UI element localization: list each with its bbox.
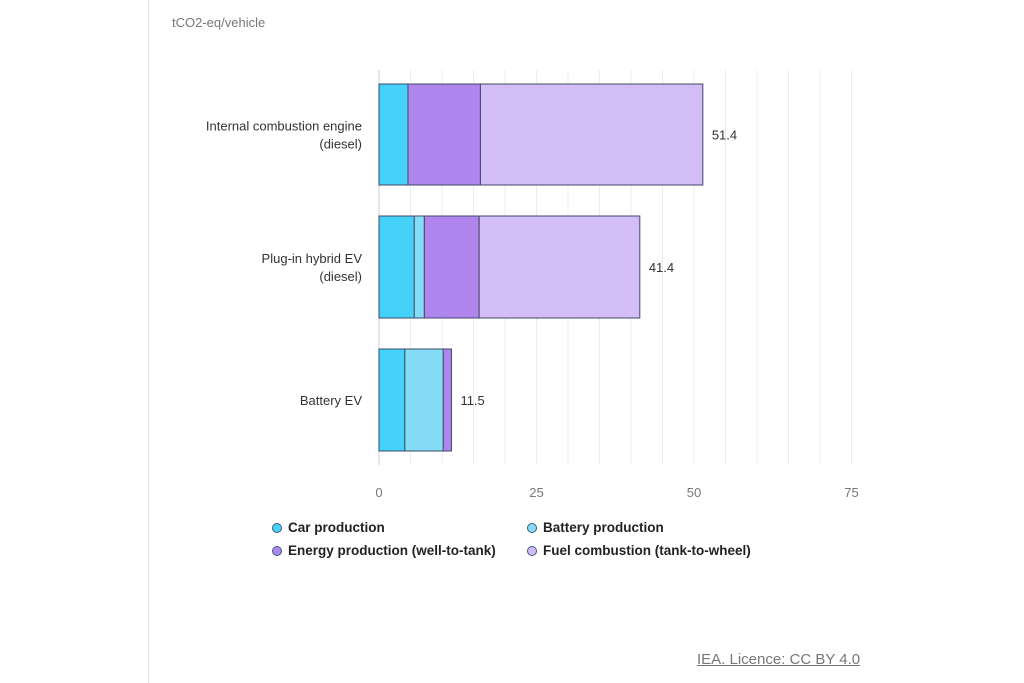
- category-label: (diesel): [319, 269, 362, 284]
- unit-label: tCO2-eq/vehicle: [172, 15, 266, 30]
- category-label: (diesel): [319, 137, 362, 152]
- legend-item[interactable]: Car production: [272, 520, 527, 535]
- bar-segment: [378, 348, 406, 452]
- category-label: Plug-in hybrid EV: [262, 251, 363, 266]
- legend-swatch-icon: [272, 545, 282, 556]
- bar-segment: [478, 215, 641, 319]
- x-tick-label: 75: [844, 485, 858, 500]
- legend-swatch-icon: [272, 522, 282, 533]
- bar-segment: [407, 83, 481, 186]
- x-tick-label: 25: [529, 485, 543, 500]
- legend-item[interactable]: Energy production (well-to-tank): [272, 543, 527, 558]
- legend-swatch-icon: [527, 522, 537, 533]
- legend: Car production Battery production Energy p…: [272, 520, 787, 558]
- total-label: 51.4: [712, 128, 737, 143]
- bar-segment: [423, 215, 480, 319]
- x-tick-label: 0: [375, 485, 382, 500]
- legend-label: Battery production: [543, 520, 664, 535]
- total-label: 11.5: [460, 393, 484, 408]
- bar-segment: [479, 83, 704, 186]
- legend-label: Car production: [288, 520, 385, 535]
- bar-segment: [442, 348, 452, 452]
- legend-item[interactable]: Fuel combustion (tank-to-wheel): [527, 543, 787, 558]
- bar-segment: [378, 215, 415, 319]
- legend-item[interactable]: Battery production: [527, 520, 787, 535]
- category-label: Internal combustion engine: [206, 119, 362, 134]
- bar-segment: [404, 348, 444, 452]
- category-label: Battery EV: [300, 393, 362, 408]
- legend-label: Energy production (well-to-tank): [288, 543, 496, 558]
- x-tick-label: 50: [687, 485, 701, 500]
- bar-segment: [413, 215, 425, 319]
- legend-label: Fuel combustion (tank-to-wheel): [543, 543, 751, 558]
- total-label: 41.4: [649, 260, 674, 275]
- credit-link[interactable]: IEA. Licence: CC BY 4.0: [697, 651, 861, 668]
- panel-divider: [148, 0, 149, 683]
- legend-swatch-icon: [527, 545, 537, 556]
- bar-segment: [378, 83, 409, 186]
